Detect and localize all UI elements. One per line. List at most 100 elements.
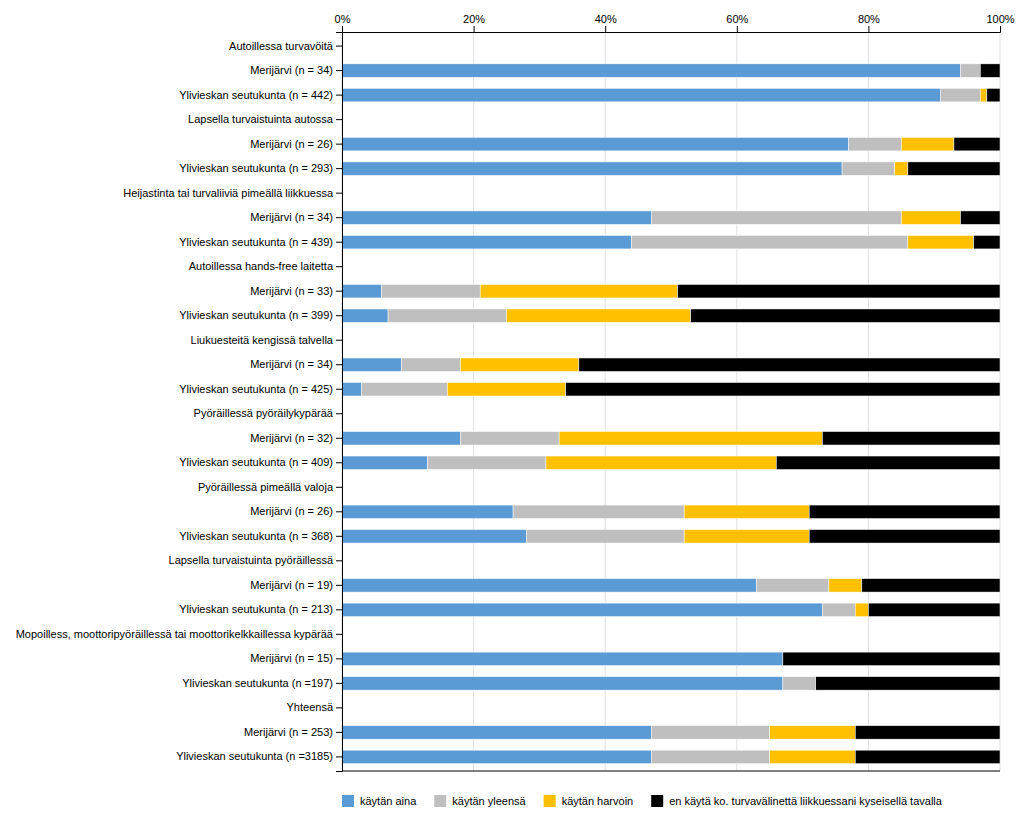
y-tick-mark	[336, 658, 342, 659]
x-tick-mark	[1000, 26, 1001, 32]
y-tick-mark	[336, 315, 342, 316]
bar-segment	[342, 162, 842, 175]
chart: 0%20%40%60%80%100%Autoillessa turvavöitä…	[0, 0, 1024, 827]
bar-segment	[480, 284, 677, 297]
y-tick-mark	[336, 609, 342, 610]
bar-segment	[342, 64, 961, 77]
y-tick-label: Merijärvi (n = 26)	[250, 138, 333, 150]
bar-segment	[908, 162, 1000, 175]
bar-segment	[342, 383, 362, 396]
y-tick-label: Yhteensä	[287, 701, 334, 713]
y-tick-mark	[336, 707, 342, 708]
x-tick-mark	[868, 26, 869, 32]
y-tick-label: Merijärvi (n = 34)	[250, 64, 333, 76]
bar-segment	[974, 235, 1000, 248]
bar-segment	[651, 750, 769, 763]
bar-segment	[342, 137, 849, 150]
y-tick-mark	[336, 364, 342, 365]
y-tick-mark	[336, 732, 342, 733]
y-tick-label: Autoillessa turvavöitä	[229, 40, 334, 52]
y-tick: Liukuesteitä kengissä talvella	[191, 334, 342, 346]
bar-segment	[770, 750, 856, 763]
bar-segment	[855, 603, 868, 616]
bar-segment	[842, 162, 895, 175]
y-tick: Ylivieskan seutukunta (n = 213)	[179, 603, 342, 615]
y-tick-mark	[336, 438, 342, 439]
y-tick-label: Ylivieskan seutukunta (n = 293)	[179, 162, 333, 174]
bar-segment	[342, 456, 428, 469]
bar-segment	[822, 432, 1000, 445]
bar-segment	[342, 211, 651, 224]
y-tick: Merijärvi (n = 15)	[250, 652, 342, 664]
y-tick: Ylivieskan seutukunta (n = 399)	[179, 309, 342, 321]
bar-segment	[513, 505, 684, 518]
y-tick-label: Merijärvi (n = 253)	[244, 726, 333, 738]
y-tick-mark	[336, 95, 342, 96]
legend-item: käytän yleensä	[434, 795, 526, 807]
y-tick-mark	[336, 291, 342, 292]
bar-segment	[559, 432, 822, 445]
bar-segment	[546, 456, 776, 469]
legend-item: en käytä ko. turvavälinettä liikkuessani…	[651, 795, 943, 807]
y-tick: Merijärvi (n = 19)	[250, 579, 342, 591]
bar-segment	[776, 456, 1000, 469]
bar-segment	[460, 432, 559, 445]
y-tick-mark	[336, 70, 342, 71]
y-tick: Pyöräillessä pimeällä valoja	[198, 481, 342, 493]
bar-segment	[526, 530, 684, 543]
bar-segment	[941, 88, 980, 101]
y-tick-label: Merijärvi (n = 26)	[250, 505, 333, 517]
bar-segment	[691, 309, 1000, 322]
bar-segment	[342, 579, 757, 592]
y-tick: Merijärvi (n = 34)	[250, 64, 342, 76]
x-tick-mark	[474, 26, 475, 32]
x-tick-label: 60%	[726, 13, 748, 25]
bar-segment	[342, 603, 822, 616]
bar-segment	[908, 235, 974, 248]
x-tick-label: 40%	[595, 13, 617, 25]
y-tick-label: Ylivieskan seutukunta (n = 399)	[179, 309, 333, 321]
y-tick-label: Autoillessa hands-free laitetta	[189, 260, 334, 272]
y-tick-label: Merijärvi (n = 34)	[250, 358, 333, 370]
y-tick-mark	[336, 266, 342, 267]
x-tick: 80%	[858, 13, 880, 32]
y-tick-mark	[336, 756, 342, 757]
bar-segment	[868, 603, 1000, 616]
bar-segment	[954, 137, 1000, 150]
y-tick: Ylivieskan seutukunta (n =197)	[182, 677, 342, 689]
y-tick: Autoillessa hands-free laitetta	[189, 260, 342, 272]
x-tick: 20%	[463, 13, 485, 32]
y-tick: Lapsella turvaistuinta pyöräillessä	[169, 554, 342, 566]
legend-label: käytän aina	[360, 795, 417, 807]
bar-segment	[381, 284, 480, 297]
bar-segment	[507, 309, 691, 322]
y-tick-label: Ylivieskan seutukunta (n = 442)	[179, 89, 333, 101]
bar-segment	[809, 505, 1000, 518]
y-tick: Merijärvi (n = 34)	[250, 211, 342, 223]
bar-segment	[632, 235, 908, 248]
bar-segment	[651, 726, 769, 739]
x-axis: 0%20%40%60%80%100%	[335, 13, 1015, 33]
bar-segment	[783, 652, 1000, 665]
y-tick: Heijastinta tai turvaliiviä pimeällä lii…	[123, 187, 342, 199]
legend: käytän ainakäytän yleensäkäytän harvoine…	[342, 795, 943, 807]
x-tick-label: 100%	[986, 13, 1014, 25]
x-tick-label: 80%	[858, 13, 880, 25]
x-tick: 40%	[595, 13, 617, 32]
y-tick-label: Merijärvi (n = 33)	[250, 285, 333, 297]
x-tick: 100%	[986, 13, 1014, 32]
y-tick-mark	[336, 168, 342, 169]
y-tick-mark	[336, 634, 342, 635]
y-tick-label: Mopoilless, moottoripyöräillessä tai moo…	[16, 628, 334, 640]
y-tick: Merijärvi (n = 26)	[250, 138, 342, 150]
y-tick: Ylivieskan seutukunta (n = 368)	[179, 530, 342, 542]
bar-segment	[816, 677, 1000, 690]
y-tick-label: Ylivieskan seutukunta (n =3185)	[176, 750, 333, 762]
y-tick-mark	[336, 536, 342, 537]
legend-swatch	[544, 795, 556, 807]
bar-segment	[342, 505, 513, 518]
y-tick: Yhteensä	[287, 701, 342, 713]
y-tick-mark	[336, 511, 342, 512]
y-tick: Ylivieskan seutukunta (n = 439)	[179, 236, 342, 248]
series	[566, 64, 1000, 764]
